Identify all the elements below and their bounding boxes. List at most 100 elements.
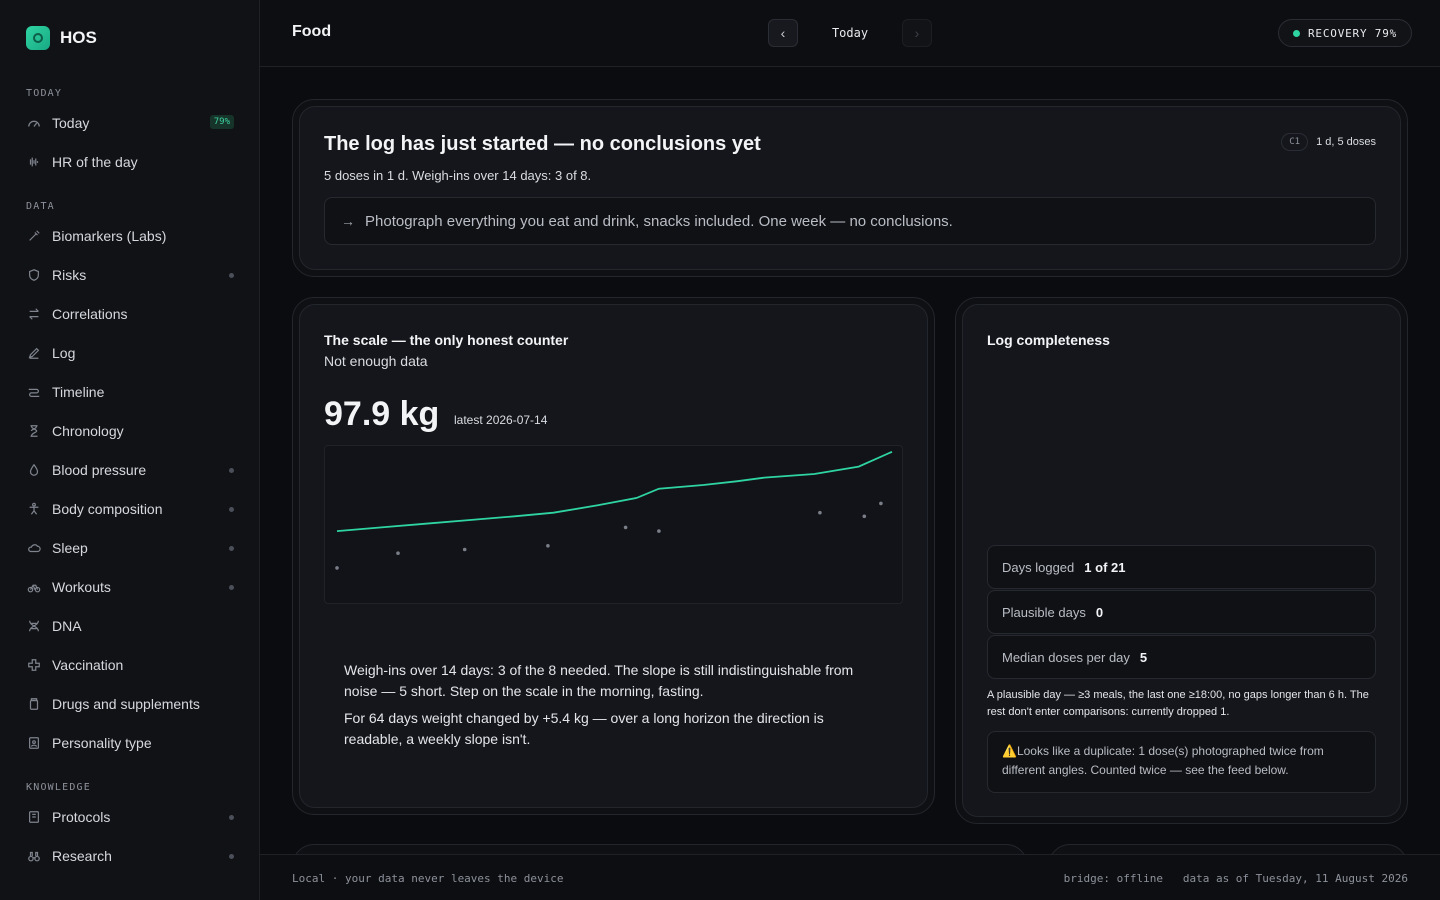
shield-icon (26, 267, 42, 283)
page-title: Food (292, 23, 332, 40)
status-card: The log has just started — no conclusion… (292, 99, 1408, 277)
top-bar: Food ‹ Today › RECOVERY 79% (260, 0, 1440, 67)
sidebar-item-hr-of-the-day[interactable]: HR of the day (18, 145, 244, 179)
weigh-in-point (335, 566, 339, 570)
scale-paragraph-2: For 64 days weight changed by +5.4 kg — … (344, 710, 824, 747)
sidebar-item-label: Blood pressure (52, 462, 147, 478)
sidebar-item-label: Vaccination (52, 657, 124, 673)
sidebar-item-label: DNA (52, 618, 82, 634)
section-today: TODAY (26, 88, 63, 99)
status-dot (229, 273, 234, 278)
app-name: HOS (60, 28, 97, 47)
sidebar-item-label: Risks (52, 267, 87, 283)
weight-note: latest 2026-07-14 (454, 413, 548, 427)
sidebar-item-vaccination[interactable]: Vaccination (18, 648, 244, 682)
arrow-right-icon: → (341, 213, 355, 229)
sidebar-item-label: Personality type (52, 735, 152, 751)
chevron-right-icon: › (914, 25, 920, 41)
stat-row-median-doses: Median doses per day 5 (987, 635, 1376, 679)
sidebar-item-risks[interactable]: Risks (18, 258, 244, 292)
sidebar-item-blood-pressure[interactable]: Blood pressure (18, 453, 244, 487)
next-day-button[interactable]: › (902, 19, 932, 47)
section-knowledge: KNOWLEDGE (26, 782, 91, 793)
sidebar-item-label: Body composition (52, 501, 163, 517)
weigh-in-point (657, 529, 661, 533)
id-card-icon (26, 735, 42, 751)
stat-row-plausible-days: Plausible days 0 (987, 590, 1376, 634)
weigh-in-point (862, 514, 867, 519)
recovery-pill[interactable]: RECOVERY 79% (1278, 19, 1413, 47)
section-data: DATA (26, 201, 55, 212)
sidebar-item-label: HR of the day (52, 154, 138, 170)
sidebar-item-log[interactable]: Log (18, 336, 244, 370)
sidebar-item-research[interactable]: Research (18, 839, 244, 873)
sidebar-item-label: Timeline (52, 384, 105, 400)
sidebar-item-dna[interactable]: DNA (18, 609, 244, 643)
sidebar-item-sleep[interactable]: Sleep (18, 531, 244, 565)
status-badge: 79% (209, 115, 234, 129)
scale-card-body: The scale — the only honest counter Not … (299, 304, 928, 808)
hourglass-icon (26, 423, 42, 439)
trend-line (336, 450, 893, 532)
status-dot (229, 546, 234, 551)
binoculars-icon (26, 848, 42, 864)
sidebar-item-drugs-and-supplements[interactable]: Drugs and supplements (18, 687, 244, 721)
stat-value: 0 (1095, 604, 1104, 620)
prev-day-button[interactable]: ‹ (768, 19, 798, 47)
stat-value: 5 (1139, 649, 1148, 665)
weight-value: 97.9 kg (324, 395, 440, 433)
status-bar: Local · your data never leaves the devic… (260, 854, 1440, 900)
weigh-in-point (462, 547, 467, 552)
current-date-label: Today (831, 26, 869, 40)
sidebar-item-label: Correlations (52, 306, 128, 322)
brand[interactable]: HOS (26, 26, 97, 50)
cross-icon (26, 657, 42, 673)
completeness-card: Log completeness Days logged 1 of 21 Pla… (955, 297, 1408, 824)
weigh-in-point (396, 551, 400, 555)
duplicate-warning: ⚠️Looks like a duplicate: 1 dose(s) phot… (987, 731, 1376, 793)
sidebar-item-protocols[interactable]: Protocols (18, 800, 244, 834)
warning-text: Looks like a duplicate: 1 dose(s) photog… (1002, 744, 1324, 777)
sidebar-item-chronology[interactable]: Chronology (18, 414, 244, 448)
sidebar-item-label: Drugs and supplements (52, 696, 200, 712)
scale-paragraph-1: Weigh-ins over 14 days: 3 of the 8 neede… (344, 662, 854, 699)
stat-label: Plausible days (1002, 604, 1086, 620)
sidebar-item-label: Biomarkers (Labs) (52, 228, 167, 244)
sidebar-item-timeline[interactable]: Timeline (18, 375, 244, 409)
weigh-in-point (818, 510, 822, 515)
status-title: The log has just started — no conclusion… (324, 133, 761, 155)
body-icon (26, 501, 42, 517)
warning-icon: ⚠️ (1002, 744, 1017, 758)
sidebar-item-label: Workouts (52, 579, 111, 595)
weight-chart-svg (335, 450, 893, 570)
sidebar-item-biomarkers[interactable]: Biomarkers (Labs) (18, 219, 244, 253)
drop-icon (26, 462, 42, 478)
status-dot (229, 585, 234, 590)
sidebar-item-correlations[interactable]: Correlations (18, 297, 244, 331)
stat-value: 1 of 21 (1084, 559, 1126, 575)
sidebar-item-label: Protocols (52, 809, 111, 825)
date-navigator: ‹ Today › (768, 19, 932, 47)
waveform-icon (26, 154, 42, 170)
completeness-card-body: Log completeness Days logged 1 of 21 Pla… (962, 304, 1401, 817)
hint-text: Photograph everything you eat and drink,… (365, 212, 953, 230)
pencil-icon (26, 345, 42, 361)
status-dot (229, 815, 234, 820)
plausible-day-note: A plausible day — ≥3 meals, the last one… (987, 689, 1369, 718)
weight-chart (324, 445, 903, 604)
sidebar-item-workouts[interactable]: Workouts (18, 570, 244, 604)
book-icon (26, 809, 42, 825)
timeline-icon (26, 384, 42, 400)
hint-box: → Photograph everything you eat and drin… (324, 197, 1376, 245)
sidebar-item-label: Chronology (52, 423, 124, 439)
sidebar-item-personality-type[interactable]: Personality type (18, 726, 244, 760)
sidebar-item-body-composition[interactable]: Body composition (18, 492, 244, 526)
status-dot (229, 468, 234, 473)
cloud-moon-icon (26, 540, 42, 556)
sidebar-item-label: Log (52, 345, 76, 361)
weigh-in-point (879, 501, 883, 506)
sidebar-item-label: Today (52, 115, 90, 131)
sidebar-item-today[interactable]: Today 79% (18, 106, 244, 140)
scale-card: The scale — the only honest counter Not … (292, 297, 935, 815)
completeness-title: Log completeness (987, 332, 1110, 348)
